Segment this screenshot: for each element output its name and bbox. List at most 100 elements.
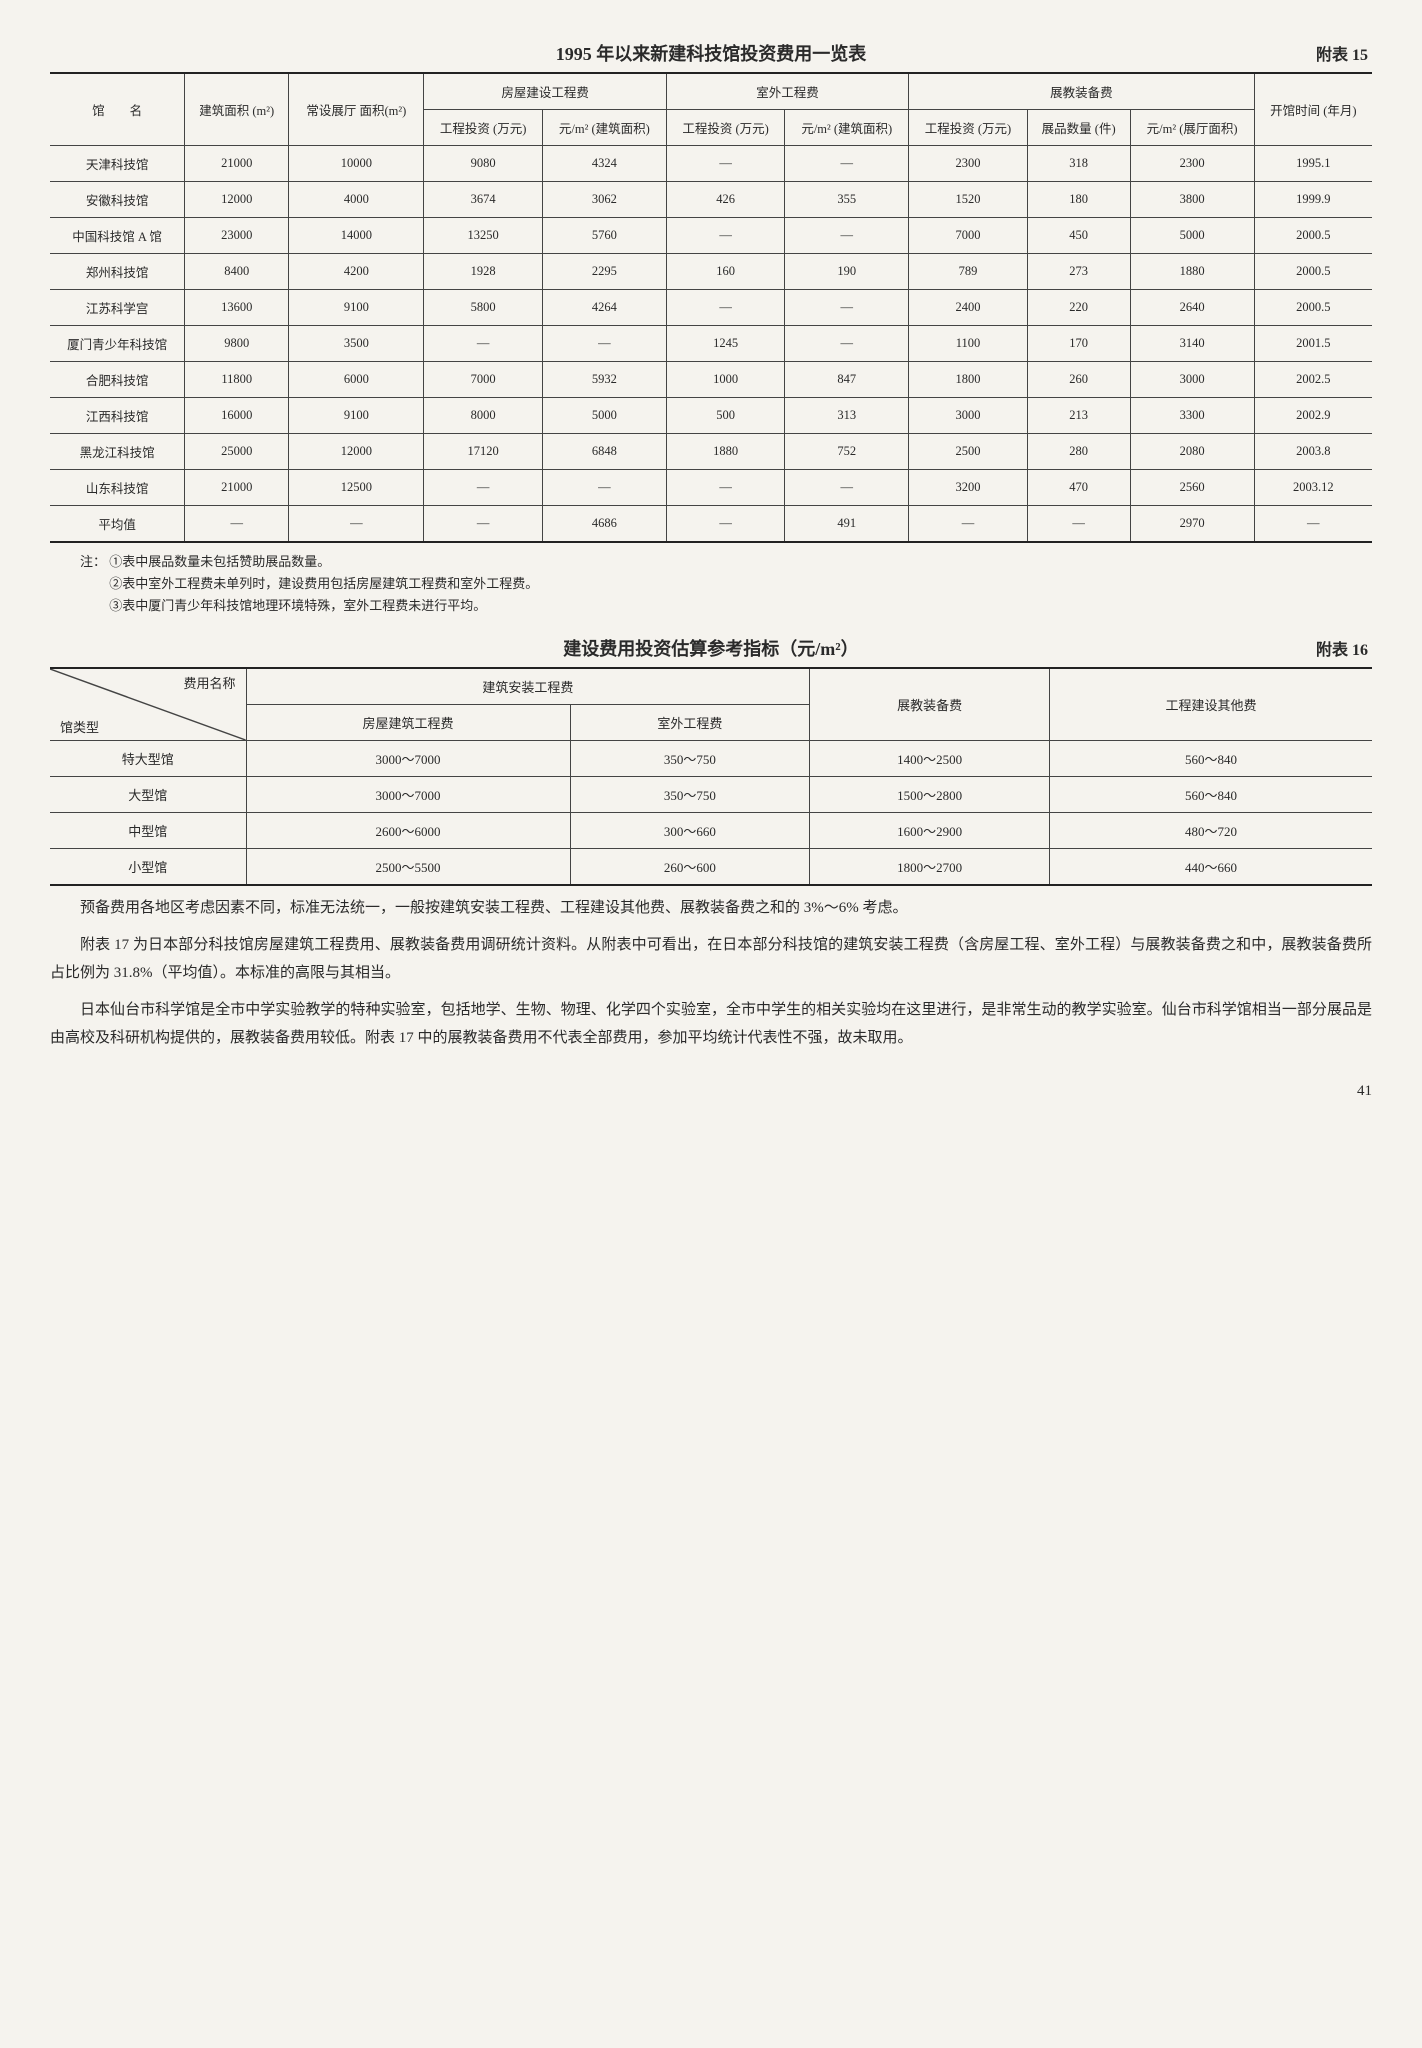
table-cell: 中型馆 [50,813,246,849]
table-cell: — [785,326,909,362]
table-cell: 3000 [1130,362,1254,398]
th-area: 建筑面积 (m²) [185,73,289,146]
table-cell: 12500 [289,470,424,506]
th-e-per: 元/m² (展厅面积) [1130,110,1254,146]
table-cell: 1995.1 [1254,146,1372,182]
table-cell: 5760 [542,218,666,254]
table-cell: 12000 [185,182,289,218]
table-cell: 13250 [424,218,542,254]
table-row: 中型馆2600～6000300～6601600～2900480～720 [50,813,1372,849]
table-cell: 23000 [185,218,289,254]
table-cell: 2300 [909,146,1027,182]
table-cell: 180 [1027,182,1130,218]
th-open: 开馆时间 (年月) [1254,73,1372,146]
table-cell: 1500～2800 [810,777,1050,813]
table-cell: 3140 [1130,326,1254,362]
table-cell: — [909,506,1027,543]
table-cell: 3800 [1130,182,1254,218]
th-o-inv: 工程投资 (万元) [666,110,784,146]
table-cell: 300～660 [570,813,810,849]
table-cell: 2080 [1130,434,1254,470]
table-cell: 5000 [542,398,666,434]
table-cell: 3500 [289,326,424,362]
table-cell: 2560 [1130,470,1254,506]
table-cell: 2400 [909,290,1027,326]
table-cell: 1800 [909,362,1027,398]
table-row: 特大型馆3000～7000350～7501400～2500560～840 [50,741,1372,777]
table-cell: 江苏科学宫 [50,290,185,326]
table-cell: 5932 [542,362,666,398]
table-cell: 7000 [909,218,1027,254]
table-cell: 450 [1027,218,1130,254]
table-cell: 21000 [185,470,289,506]
table-cell: 10000 [289,146,424,182]
table-cell: 9100 [289,290,424,326]
table-cell: 1880 [666,434,784,470]
table-cell: 355 [785,182,909,218]
table-cell: 350～750 [570,741,810,777]
table15-title: 1995 年以来新建科技馆投资费用一览表 [134,40,1288,66]
table-row: 天津科技馆210001000090804324——230031823001995… [50,146,1372,182]
th-outdoor-group: 室外工程费 [666,73,908,110]
table-row: 山东科技馆2100012500————320047025602003.12 [50,470,1372,506]
table-cell: 天津科技馆 [50,146,185,182]
table-cell: 2000.5 [1254,218,1372,254]
table-cell: — [1027,506,1130,543]
th-hall: 常设展厅 面积(m²) [289,73,424,146]
table-cell: 491 [785,506,909,543]
table-cell: 213 [1027,398,1130,434]
table-cell: 6000 [289,362,424,398]
table-cell: 8400 [185,254,289,290]
paragraph-1: 预备费用各地区考虑因素不同，标准无法统一，一般按建筑安装工程费、工程建设其他费、… [50,894,1372,923]
note-3: ③表中厦门青少年科技馆地理环境特殊，室外工程费未进行平均。 [109,598,486,613]
table-cell: 560～840 [1050,741,1372,777]
table-cell: 12000 [289,434,424,470]
table-row: 江苏科学宫13600910058004264——240022026402000.… [50,290,1372,326]
table-cell: 847 [785,362,909,398]
table-cell: — [1254,506,1372,543]
table-cell: 4686 [542,506,666,543]
table-cell: — [785,146,909,182]
paragraph-3: 日本仙台市科学馆是全市中学实验教学的特种实验室，包括地学、生物、物理、化学四个实… [50,996,1372,1053]
table-cell: 752 [785,434,909,470]
table-cell: 1100 [909,326,1027,362]
table-cell: 560～840 [1050,777,1372,813]
table-cell: — [785,470,909,506]
table-row: 厦门青少年科技馆98003500——1245—110017031402001.5 [50,326,1372,362]
table-cell: — [289,506,424,543]
table-cell: 3000～7000 [246,777,570,813]
table-cell: 25000 [185,434,289,470]
table-cell: 2003.12 [1254,470,1372,506]
table-cell: 273 [1027,254,1130,290]
table-cell: 1000 [666,362,784,398]
table-row: 小型馆2500～5500260～6001800～2700440～660 [50,849,1372,886]
table-cell: 平均值 [50,506,185,543]
table16-appendix: 附表 16 [1288,636,1368,660]
table16: 费用名称 馆类型 建筑安装工程费 展教装备费 工程建设其他费 房屋建筑工程费 室… [50,667,1372,886]
table-cell: 2295 [542,254,666,290]
table-cell: 190 [785,254,909,290]
table-cell: 黑龙江科技馆 [50,434,185,470]
table-row: 郑州科技馆84004200192822951601907892731880200… [50,254,1372,290]
note-2: ②表中室外工程费未单列时，建设费用包括房屋建筑工程费和室外工程费。 [109,576,538,591]
table-cell: 山东科技馆 [50,470,185,506]
table-cell: 2500 [909,434,1027,470]
table-cell: — [785,218,909,254]
table-cell: 480～720 [1050,813,1372,849]
table-cell: 6848 [542,434,666,470]
table-cell: — [542,326,666,362]
table-cell: 789 [909,254,1027,290]
table-cell: 160 [666,254,784,290]
table15-notes: 注： ①表中展品数量未包括赞助展品数量。 注： ②表中室外工程费未单列时，建设费… [80,551,1372,617]
table15: 馆 名 建筑面积 (m²) 常设展厅 面积(m²) 房屋建设工程费 室外工程费 … [50,72,1372,543]
table-cell: 16000 [185,398,289,434]
table-cell: 2640 [1130,290,1254,326]
table-cell: 3062 [542,182,666,218]
table-cell: 1400～2500 [810,741,1050,777]
table-cell: 11800 [185,362,289,398]
table-cell: 2300 [1130,146,1254,182]
table-cell: — [424,506,542,543]
table16-title-row: 建设费用投资估算参考指标（元/m²） 附表 16 [50,635,1372,661]
table-cell: 500 [666,398,784,434]
table-row: 黑龙江科技馆2500012000171206848188075225002802… [50,434,1372,470]
